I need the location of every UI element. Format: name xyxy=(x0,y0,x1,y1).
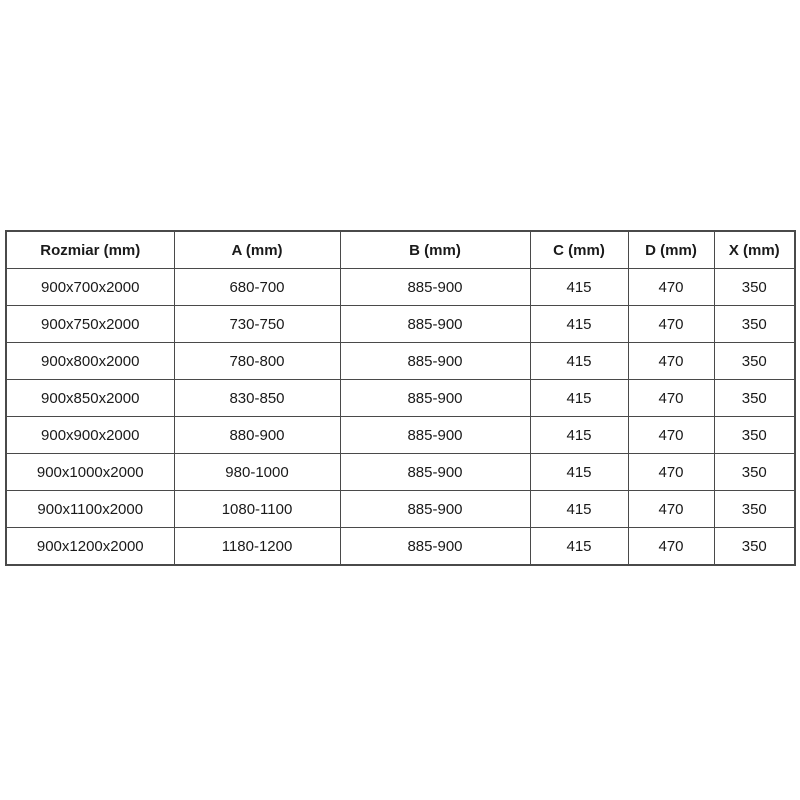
table-cell: 900x700x2000 xyxy=(5,268,175,306)
table-cell: 415 xyxy=(529,453,629,491)
dimensions-table: Rozmiar (mm) A (mm) B (mm) C (mm) D (mm) X (m… xyxy=(5,230,796,566)
table-cell: 885-900 xyxy=(339,490,531,528)
table-cell: 350 xyxy=(713,305,796,343)
table-cell: 885-900 xyxy=(339,379,531,417)
table-cell: 350 xyxy=(713,527,796,566)
table-cell: 900x800x2000 xyxy=(5,342,175,380)
table-cell: 885-900 xyxy=(339,342,531,380)
table-cell: 470 xyxy=(627,379,715,417)
table-row: 900x1000x2000 980-1000 885-900 415 470 350 xyxy=(5,453,796,491)
header-cell: A (mm) xyxy=(173,230,341,269)
header-cell: D (mm) xyxy=(627,230,715,269)
table-cell: 470 xyxy=(627,527,715,566)
table-row: 900x900x2000 880-900 885-900 415 470 350 xyxy=(5,416,796,454)
table-cell: 900x850x2000 xyxy=(5,379,175,417)
table-cell: 415 xyxy=(529,379,629,417)
table-cell: 1180-1200 xyxy=(173,527,341,566)
table-cell: 470 xyxy=(627,268,715,306)
table-header: Rozmiar (mm) A (mm) B (mm) C (mm) D (mm) X (m… xyxy=(5,230,796,269)
table-cell: 980-1000 xyxy=(173,453,341,491)
table-cell: 415 xyxy=(529,342,629,380)
header-cell: C (mm) xyxy=(529,230,629,269)
table-cell: 350 xyxy=(713,268,796,306)
table-cell: 415 xyxy=(529,305,629,343)
table-cell: 885-900 xyxy=(339,268,531,306)
table-cell: 830-850 xyxy=(173,379,341,417)
header-cell: X (mm) xyxy=(713,230,796,269)
table-cell: 780-800 xyxy=(173,342,341,380)
table-cell: 415 xyxy=(529,490,629,528)
table-cell: 885-900 xyxy=(339,305,531,343)
table-cell: 470 xyxy=(627,342,715,380)
table-cell: 1080-1100 xyxy=(173,490,341,528)
table-cell: 900x750x2000 xyxy=(5,305,175,343)
table-cell: 885-900 xyxy=(339,416,531,454)
table-cell: 350 xyxy=(713,490,796,528)
table-cell: 900x900x2000 xyxy=(5,416,175,454)
table-row: 900x850x2000 830-850 885-900 415 470 350 xyxy=(5,379,796,417)
table-cell: 470 xyxy=(627,453,715,491)
table-cell: 680-700 xyxy=(173,268,341,306)
table-row: 900x1100x2000 1080-1100 885-900 415 470 350 xyxy=(5,490,796,528)
table-cell: 880-900 xyxy=(173,416,341,454)
table-cell: 470 xyxy=(627,416,715,454)
table-cell: 900x1000x2000 xyxy=(5,453,175,491)
table-row: 900x750x2000 730-750 885-900 415 470 350 xyxy=(5,305,796,343)
table-row: 900x1200x2000 1180-1200 885-900 415 470 350 xyxy=(5,527,796,566)
table-cell: 415 xyxy=(529,527,629,566)
table-cell: 415 xyxy=(529,268,629,306)
table-row: 900x800x2000 780-800 885-900 415 470 350 xyxy=(5,342,796,380)
table-cell: 885-900 xyxy=(339,453,531,491)
table-header-row: Rozmiar (mm) A (mm) B (mm) C (mm) D (mm) X (m… xyxy=(5,230,796,269)
table-cell: 350 xyxy=(713,416,796,454)
table-cell: 900x1200x2000 xyxy=(5,527,175,566)
table-body: 900x700x2000 680-700 885-900 415 470 350 900x7… xyxy=(5,268,796,566)
table-cell: 415 xyxy=(529,416,629,454)
table-cell: 470 xyxy=(627,490,715,528)
table-cell: 900x1100x2000 xyxy=(5,490,175,528)
table-cell: 350 xyxy=(713,379,796,417)
table-cell: 470 xyxy=(627,305,715,343)
header-cell: B (mm) xyxy=(339,230,531,269)
table-cell: 350 xyxy=(713,342,796,380)
table-cell: 350 xyxy=(713,453,796,491)
header-cell: Rozmiar (mm) xyxy=(5,230,175,269)
table-cell: 730-750 xyxy=(173,305,341,343)
table-row: 900x700x2000 680-700 885-900 415 470 350 xyxy=(5,268,796,306)
table-cell: 885-900 xyxy=(339,527,531,566)
